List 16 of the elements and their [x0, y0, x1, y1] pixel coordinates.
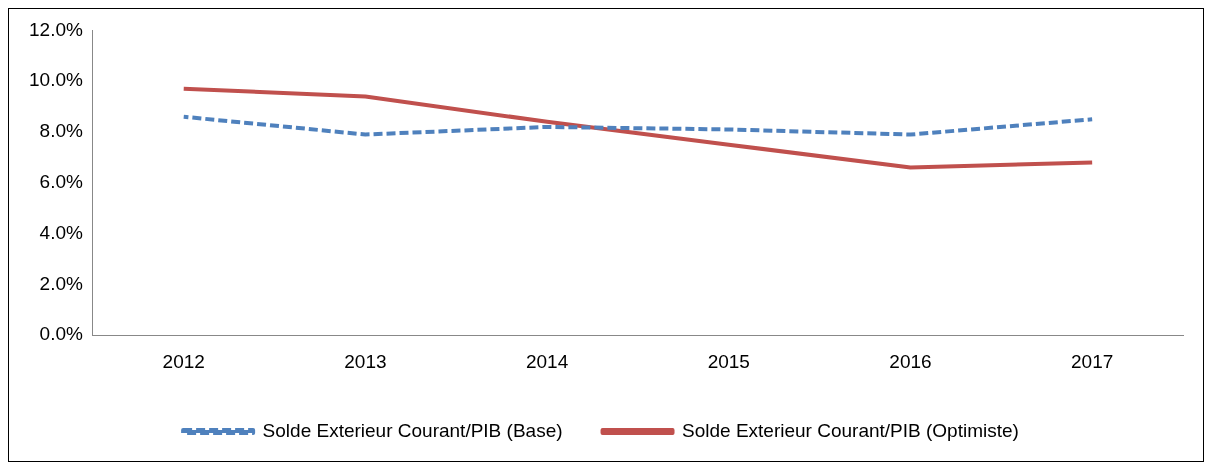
y-tick-label: 2.0%	[39, 272, 83, 294]
y-tick-label: 12.0%	[29, 18, 83, 40]
y-tick-label: 8.0%	[39, 120, 83, 142]
y-tick-label: 4.0%	[39, 221, 83, 243]
y-tick-label: 0.0%	[39, 323, 83, 345]
y-tick-label: 6.0%	[39, 171, 83, 193]
x-tick-label: 2014	[525, 350, 569, 372]
line-series	[181, 114, 1095, 137]
legend-label: Solde Exterieur Courant/PIB (Base)	[262, 419, 563, 441]
y-tick-label: 10.0%	[29, 69, 83, 91]
x-tick-label: 2016	[889, 350, 932, 372]
x-tick-label: 2013	[344, 350, 387, 372]
x-tick-label: 2017	[1071, 350, 1114, 372]
x-tick-label: 2015	[707, 350, 750, 372]
x-tick-label: 2012	[162, 350, 205, 372]
legend-label: Solde Exterieur Courant/PIB (Optimiste)	[682, 419, 1019, 441]
